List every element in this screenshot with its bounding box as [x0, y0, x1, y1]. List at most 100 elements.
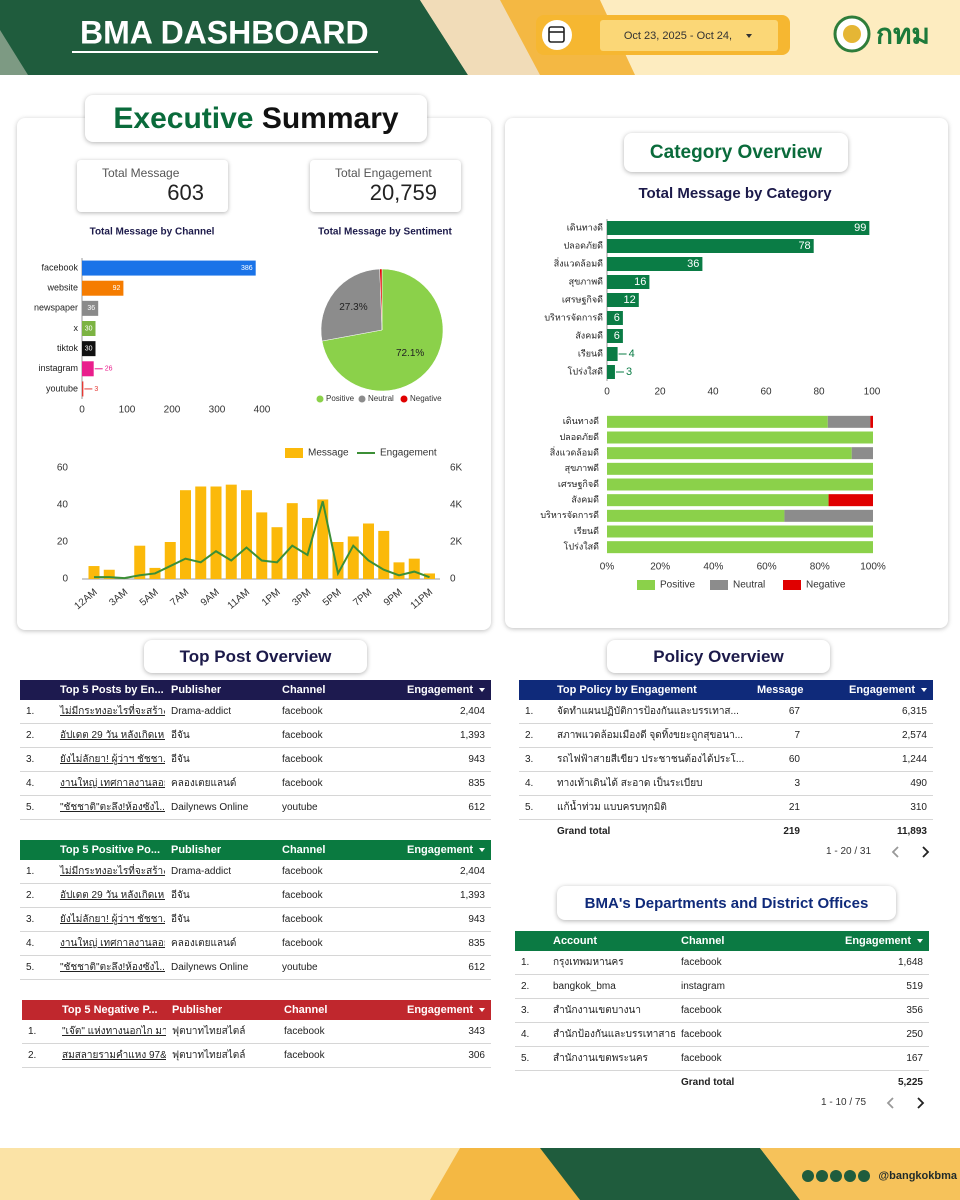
- calendar-icon: [548, 26, 565, 43]
- table-cell: 2.: [28, 1050, 37, 1061]
- y-tick-label: 20: [57, 537, 69, 548]
- value-label: 6: [614, 330, 620, 342]
- table-cell: 2,574: [901, 730, 927, 741]
- header-cell[interactable]: Engagement: [376, 684, 491, 696]
- table-cell: 519: [906, 981, 923, 992]
- category-label: instagram: [38, 363, 78, 373]
- table-cell: Drama-addict: [171, 706, 232, 717]
- table-cell[interactable]: "เจ๊ต" แห่งทางนอกไก มาพั่ง...: [62, 1026, 166, 1037]
- social-icon[interactable]: [844, 1170, 856, 1182]
- table-cell: รถไฟฟ้าสายสีเขียว ประชาชนต้องได้ประโ...: [557, 754, 745, 765]
- table-cell: facebook: [681, 1053, 722, 1064]
- table-cell: สภาพแวดล้อมเมืองดี จุดทิ้งขยะถูกสุขอนา..…: [557, 730, 744, 741]
- next-page[interactable]: [915, 1097, 925, 1109]
- table-cell[interactable]: ยังไม่ลักยา! ผู้ว่าฯ ชัชชา...: [60, 914, 165, 925]
- category-label: สังคมดี: [575, 330, 603, 340]
- table-cell: 5.: [521, 1053, 530, 1064]
- header-cell[interactable]: Engagement: [376, 844, 491, 856]
- table-cell[interactable]: ยังไม่ลักยา! ผู้ว่าฯ ชัชชา...: [60, 754, 165, 765]
- table-cell[interactable]: สมสลายรามคำแหง 97&#...: [62, 1050, 166, 1061]
- table: Top 5 Negative P... Publisher Channel Engag…: [22, 1000, 491, 1068]
- section-title: BMA's Departments and District Offices: [557, 886, 896, 920]
- header-cell: Top 5 Positive Po...: [60, 844, 161, 856]
- legend-label: Negative: [410, 394, 442, 403]
- table-row: 1. "เจ๊ต" แห่งทางนอกไก มาพั่ง... ฟุตบาทไทย…: [22, 1020, 491, 1044]
- table-row: 2. สมสลายรามคำแหง 97&#... ฟุตบาทไทยสไตล์ fa…: [22, 1044, 491, 1068]
- bar: [607, 347, 618, 361]
- bar-segment: [784, 509, 873, 522]
- category-label: ปลอดภัยดี: [559, 432, 599, 442]
- table-cell[interactable]: อัปเดต 29 วัน หลังเกิดเห...: [60, 730, 165, 741]
- x-tick-label: 9PM: [382, 587, 405, 609]
- header-cell: Account: [553, 935, 597, 947]
- table-cell: แก้น้ำท่วม แบบครบทุกมิติ: [557, 802, 667, 813]
- bar: [103, 569, 115, 579]
- social-icon[interactable]: [830, 1170, 842, 1182]
- dashboard-title: BMA DASHBOARD: [80, 14, 369, 50]
- x-tick-label: 100: [864, 387, 881, 398]
- table-row: 2. อัปเดต 29 วัน หลังเกิดเห... อีจัน facebo…: [20, 884, 491, 908]
- bar: [607, 275, 650, 289]
- total-cell: 5,225: [897, 1077, 923, 1088]
- category-label: facebook: [41, 262, 78, 272]
- y2-tick-label: 4K: [450, 500, 463, 511]
- header-cell[interactable]: Engagement: [806, 684, 933, 696]
- table-cell: ฟุตบาทไทยสไตล์: [172, 1050, 246, 1061]
- footer-shape: [540, 1148, 800, 1200]
- table-cell: อีจัน: [171, 890, 190, 901]
- sort-icon: [921, 688, 927, 693]
- table-header: Top 5 Negative P... Publisher Channel Engag…: [22, 1000, 491, 1020]
- table-cell: facebook: [282, 890, 323, 901]
- header-cell: Top 5 Posts by En...: [60, 684, 164, 696]
- x-tick-label: 5PM: [321, 587, 344, 609]
- table-cell[interactable]: อัปเดต 29 วัน หลังเกิดเห...: [60, 890, 165, 901]
- x-tick-label: 80%: [810, 562, 830, 573]
- bar: [607, 239, 814, 253]
- kpi-label: Total Engagement: [335, 166, 432, 180]
- table-cell[interactable]: ไม่มีกระทงอะไรที่จะสร้างห...: [60, 706, 165, 717]
- date-field[interactable]: [600, 20, 778, 51]
- table-cell[interactable]: งานใหญ่ เทศกาลงานลอย...: [60, 938, 165, 949]
- x-tick-label: 200: [164, 405, 181, 416]
- table-cell: 943: [468, 754, 485, 765]
- table-cell: 2.: [521, 981, 530, 992]
- value-label: 16: [634, 276, 646, 288]
- social-icon[interactable]: [858, 1170, 870, 1182]
- table-cell: facebook: [282, 938, 323, 949]
- table-cell: facebook: [284, 1050, 325, 1061]
- bar: [82, 341, 96, 357]
- table-cell: 2.: [525, 730, 534, 741]
- table-cell: อีจัน: [171, 914, 190, 925]
- table-cell: 612: [468, 802, 485, 813]
- pagination: 1 - 10 / 75: [821, 1097, 867, 1108]
- table-cell[interactable]: ไม่มีกระทงอะไรที่จะสร้างห...: [60, 866, 165, 877]
- y-tick-label: 0: [62, 574, 68, 585]
- header-cell: Channel: [282, 844, 326, 856]
- header-cell: Publisher: [172, 1004, 223, 1016]
- next-page[interactable]: [920, 846, 930, 858]
- header-shape: [0, 30, 28, 75]
- header-cell[interactable]: Engagement: [785, 935, 929, 947]
- x-tick-label: 11AM: [226, 587, 253, 612]
- social-icon[interactable]: [802, 1170, 814, 1182]
- section-title: Top Post Overview: [144, 640, 367, 673]
- prev-page[interactable]: [891, 846, 901, 858]
- bar: [607, 221, 870, 235]
- table-cell[interactable]: "ชัชชาติ"ตะลึง!ห้องซังไ...: [60, 962, 165, 973]
- category-label: ปลอดภัยดี: [563, 240, 603, 250]
- table-cell: 3.: [521, 1005, 530, 1016]
- table-cell[interactable]: งานใหญ่ เทศกาลงานลอย...: [60, 778, 165, 789]
- table-cell[interactable]: "ชัชชาติ"ตะลึง!ห้องซังไ...: [60, 802, 165, 813]
- table-cell: 3.: [26, 914, 35, 925]
- chart-title: Total Message by Sentiment: [318, 227, 452, 238]
- table-cell: 4.: [26, 938, 35, 949]
- social-icon[interactable]: [816, 1170, 828, 1182]
- date-range[interactable]: Oct 23, 2025 - Oct 24,: [624, 30, 732, 42]
- bar-segment: [607, 541, 873, 554]
- header-cell[interactable]: Engagement: [378, 1004, 491, 1016]
- table-row: 2. สภาพแวดล้อมเมืองดี จุดทิ้งขยะถูกสุขอนา…: [519, 724, 933, 748]
- value-label: 12: [624, 294, 636, 306]
- prev-page[interactable]: [886, 1097, 896, 1109]
- table-row: 4. งานใหญ่ เทศกาลงานลอย... คลองเตยแลนด์ fac…: [20, 772, 491, 796]
- pie-slice: [379, 268, 383, 331]
